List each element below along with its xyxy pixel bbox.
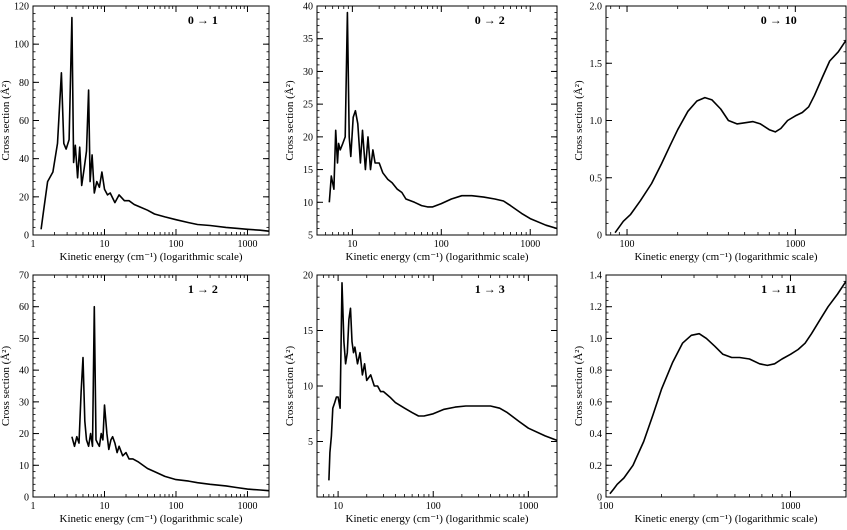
x-tick-label: 10 xyxy=(347,239,357,250)
chart-panel-6: 100 1000 0 0.2 0.4 0.6 0.8 1.0 1.2 1.4 Kinetic ene… xyxy=(573,271,847,525)
y-axis-label: Cross section (Å²) xyxy=(284,346,296,427)
chart-panel-5: 10 100 1000 5 10 15 20 Kinetic energy (cm⁻¹) (l… xyxy=(284,271,558,525)
x-axis-label: Kinetic energy (cm⁻¹) (logarithmic scale… xyxy=(635,251,818,263)
x-tick-label: 1000 xyxy=(518,501,538,512)
x-tick-label: 1000 xyxy=(237,239,257,250)
y-tick-label: 60 xyxy=(19,302,29,313)
x-tick-label: 1 xyxy=(31,239,36,250)
y-tick-label: 0 xyxy=(597,231,602,242)
x-tick-label: 1000 xyxy=(780,501,800,512)
series-line-1 xyxy=(40,16,270,232)
x-tick-label: 100 xyxy=(599,501,614,512)
y-tick-label: 0 xyxy=(24,493,29,504)
y-tick-label: 20 xyxy=(303,132,313,143)
panel-title: 1 → 2 xyxy=(188,282,218,296)
y-tick-label: 20 xyxy=(19,192,29,203)
x-tick-label: 10 xyxy=(99,501,109,512)
y-tick-label: 1.5 xyxy=(590,59,603,70)
x-tick-label: 100 xyxy=(434,239,449,250)
y-tick-label: 15 xyxy=(303,165,313,176)
y-tick-label: 30 xyxy=(303,67,313,78)
x-tick-label: 10 xyxy=(333,501,343,512)
y-tick-label: 0 xyxy=(24,231,29,242)
x-tick-label: 100 xyxy=(168,501,183,512)
y-tick-label: 0.8 xyxy=(590,366,603,377)
x-axis-label: Kinetic energy (cm⁻¹) (logarithmic scale… xyxy=(346,251,529,263)
y-tick-label: 5 xyxy=(308,437,313,448)
series-line-1 xyxy=(328,11,558,230)
y-tick-label: 25 xyxy=(303,100,313,111)
x-tick-label: 1000 xyxy=(520,239,540,250)
y-axis-label: Cross section (Å²) xyxy=(0,346,12,427)
series-line-1 xyxy=(609,280,847,495)
y-axis-label: Cross section (Å²) xyxy=(573,80,585,161)
panel-title: 1 → 11 xyxy=(761,282,796,296)
y-tick-label: 20 xyxy=(303,271,313,282)
x-axis-label: Kinetic energy (cm⁻¹) (logarithmic scale… xyxy=(346,513,529,525)
y-axis-label: Cross section (Å²) xyxy=(0,80,12,161)
x-axis-label: Kinetic energy (cm⁻¹) (logarithmic scale… xyxy=(60,513,243,525)
plot-frame xyxy=(32,5,270,236)
y-tick-label: 10 xyxy=(303,382,313,393)
series-line-1 xyxy=(328,282,558,481)
y-tick-label: 30 xyxy=(19,397,29,408)
panel-title: 0 → 2 xyxy=(475,13,505,27)
y-tick-label: 80 xyxy=(19,78,29,89)
y-tick-label: 0.4 xyxy=(590,429,603,440)
x-tick-label: 100 xyxy=(620,239,635,250)
y-tick-label: 20 xyxy=(19,429,29,440)
y-tick-label: 10 xyxy=(303,198,313,209)
y-tick-label: 0.5 xyxy=(590,173,603,184)
y-tick-label: 1.4 xyxy=(590,271,603,282)
y-tick-label: 35 xyxy=(303,34,313,45)
plot-frame xyxy=(316,274,558,498)
chart-panel-3: 100 1000 0 0.5 1.0 1.5 2.0 Kinetic energy (cm⁻¹… xyxy=(573,2,847,263)
y-tick-label: 1.0 xyxy=(590,334,603,345)
y-tick-label: 10 xyxy=(19,461,29,472)
y-tick-label: 0.2 xyxy=(590,461,603,472)
y-tick-label: 5 xyxy=(308,231,313,242)
y-tick-label: 40 xyxy=(19,366,29,377)
x-tick-label: 100 xyxy=(168,239,183,250)
y-tick-label: 0 xyxy=(597,493,602,504)
chart-panel-4: 1 10 100 1000 0 10 20 30 40 50 60 70 Kinetic energy … xyxy=(0,271,270,525)
y-tick-label: 120 xyxy=(14,2,29,13)
y-tick-label: 1.2 xyxy=(590,302,603,313)
panel-title: 0 → 1 xyxy=(188,13,218,27)
y-tick-label: 2.0 xyxy=(590,2,603,13)
y-tick-label: 1.0 xyxy=(590,116,603,127)
plot-frame xyxy=(32,274,270,498)
x-tick-label: 100 xyxy=(426,501,441,512)
x-tick-label: 1000 xyxy=(785,239,805,250)
plot-frame xyxy=(605,5,847,236)
x-axis-label: Kinetic energy (cm⁻¹) (logarithmic scale… xyxy=(60,251,243,263)
y-tick-label: 15 xyxy=(303,326,313,337)
x-tick-label: 10 xyxy=(99,239,109,250)
chart-panel-2: 10 100 1000 5 10 15 20 25 30 35 40 Kinetic energy (… xyxy=(284,2,558,263)
x-axis-label: Kinetic energy (cm⁻¹) (logarithmic scale… xyxy=(635,513,818,525)
series-line-1 xyxy=(614,39,847,234)
y-tick-label: 50 xyxy=(19,334,29,345)
y-tick-label: 70 xyxy=(19,271,29,282)
y-tick-label: 40 xyxy=(19,154,29,165)
y-axis-label: Cross section (Å²) xyxy=(284,80,296,161)
x-tick-label: 1 xyxy=(31,501,36,512)
x-tick-label: 1000 xyxy=(237,501,257,512)
y-tick-label: 40 xyxy=(303,2,313,13)
chart-panel-1: 1 10 100 1000 0 20 40 60 80 100 120 Kinetic energy … xyxy=(0,2,270,263)
panel-title: 0 → 10 xyxy=(761,13,797,27)
y-axis-label: Cross section (Å²) xyxy=(573,346,585,427)
series-line-1 xyxy=(71,305,270,492)
y-tick-label: 100 xyxy=(14,40,29,51)
panel-title: 1 → 3 xyxy=(475,282,505,296)
y-tick-label: 60 xyxy=(19,116,29,127)
y-tick-label: 0.6 xyxy=(590,397,603,408)
plot-frame xyxy=(605,274,847,498)
